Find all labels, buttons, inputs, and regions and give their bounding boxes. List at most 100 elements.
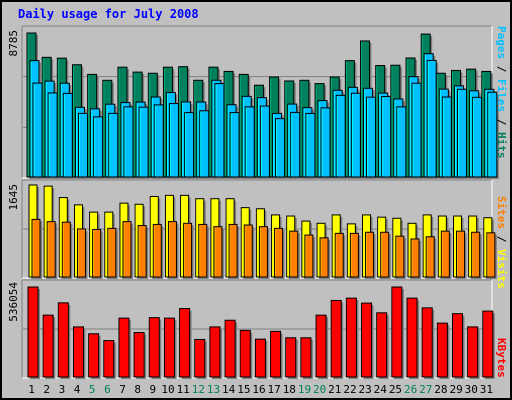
sites-bar <box>167 221 179 279</box>
kbytes-bar <box>163 317 177 379</box>
kbytes-bar <box>482 310 495 379</box>
day-label: 12 <box>192 383 205 396</box>
day-label: 28 <box>434 383 447 396</box>
kbytes-bar <box>436 322 450 379</box>
kbytes-bar <box>376 312 389 379</box>
day-label: 10 <box>161 383 174 396</box>
kbytes-bar <box>72 326 86 379</box>
kbytes-bar <box>361 302 374 379</box>
kbytes-bar <box>148 317 162 379</box>
day-label: 30 <box>465 383 478 396</box>
sites-bar <box>122 221 133 279</box>
day-label: 6 <box>104 383 111 396</box>
day-label: 5 <box>89 383 96 396</box>
day-label: 13 <box>207 383 220 396</box>
sites-bar <box>365 231 376 279</box>
day-label: 9 <box>150 383 157 396</box>
chart-title: Daily usage for July 2008 <box>18 7 199 21</box>
sites-bar <box>243 224 255 279</box>
kbytes-bar <box>300 337 313 379</box>
kbytes-panel-max-label: 536054 <box>7 282 20 322</box>
day-label: 8 <box>134 383 141 396</box>
sites-bar <box>213 226 224 279</box>
sites-bar <box>107 227 118 279</box>
sites-bar <box>152 223 164 279</box>
kbytes-bar <box>345 297 359 379</box>
kbytes-bar <box>209 326 222 379</box>
sites-bar <box>456 230 467 279</box>
sites-bar <box>304 234 315 279</box>
day-label: 23 <box>359 383 372 396</box>
kbytes-bar <box>270 330 283 379</box>
day-label: 26 <box>404 383 417 396</box>
sites-bar <box>319 237 331 279</box>
kbytes-bar <box>42 314 56 379</box>
kbytes-bar <box>285 337 298 379</box>
sites-bar <box>61 221 73 279</box>
sites-bar <box>349 232 361 279</box>
kbytes-bar <box>467 326 480 379</box>
day-label: 24 <box>374 383 388 396</box>
day-label: 3 <box>59 383 66 396</box>
kbytes-bar <box>330 299 344 379</box>
hits-panel-max-label: 8785 <box>7 30 20 57</box>
kbytes-bar <box>421 307 435 379</box>
visits-panel-legend: Sites / Visits <box>495 196 508 289</box>
day-label: 19 <box>298 383 311 396</box>
sites-bar <box>198 223 209 279</box>
kbytes-bar <box>406 297 420 379</box>
sites-bar <box>258 226 270 279</box>
sites-bar <box>289 230 300 279</box>
kbytes-panel-legend: KBytes <box>495 338 508 378</box>
sites-bar <box>334 232 346 279</box>
sites-bar <box>410 238 422 279</box>
sites-bar <box>183 222 194 279</box>
kbytes-bar <box>88 333 101 379</box>
visits-panel-max-label: 1645 <box>7 184 20 211</box>
day-label: 31 <box>480 383 493 396</box>
kbytes-bar <box>391 286 404 379</box>
kbytes-bar <box>315 314 329 379</box>
sites-bar <box>228 223 240 279</box>
sites-bar <box>92 228 103 279</box>
day-label: 27 <box>419 383 432 396</box>
day-label: 29 <box>449 383 462 396</box>
kbytes-bar <box>194 338 207 379</box>
kbytes-bar <box>118 317 131 379</box>
day-label: 18 <box>283 383 296 396</box>
day-label: 20 <box>313 383 326 396</box>
sites-bar <box>274 227 285 279</box>
kbytes-bar <box>224 319 238 379</box>
sites-bar <box>471 231 482 279</box>
sites-bar <box>46 221 58 279</box>
hits-panel-legend: Pages / Files / Hits <box>495 26 508 159</box>
day-label: 14 <box>222 383 236 396</box>
day-label: 11 <box>177 383 190 396</box>
sites-bar <box>395 235 406 279</box>
day-label: 22 <box>343 383 356 396</box>
kbytes-bar <box>27 286 40 379</box>
kbytes-bar <box>452 313 465 379</box>
day-label: 21 <box>328 383 341 396</box>
sites-bar <box>486 232 497 279</box>
day-label: 1 <box>28 383 35 396</box>
sites-bar <box>76 228 88 279</box>
day-label: 17 <box>268 383 281 396</box>
sites-bar <box>380 231 391 279</box>
sites-bar <box>425 236 437 279</box>
day-label: 25 <box>389 383 402 396</box>
kbytes-bar <box>57 302 71 379</box>
sites-bar <box>137 225 149 279</box>
kbytes-bar <box>133 332 147 379</box>
kbytes-bar <box>254 338 268 379</box>
pages-bar <box>487 91 499 179</box>
day-label: 2 <box>43 383 50 396</box>
day-label: 15 <box>237 383 250 396</box>
kbytes-bar <box>179 308 192 379</box>
day-label: 16 <box>252 383 265 396</box>
sites-bar <box>440 230 452 279</box>
day-label: 4 <box>74 383 81 396</box>
kbytes-bar <box>103 340 116 379</box>
